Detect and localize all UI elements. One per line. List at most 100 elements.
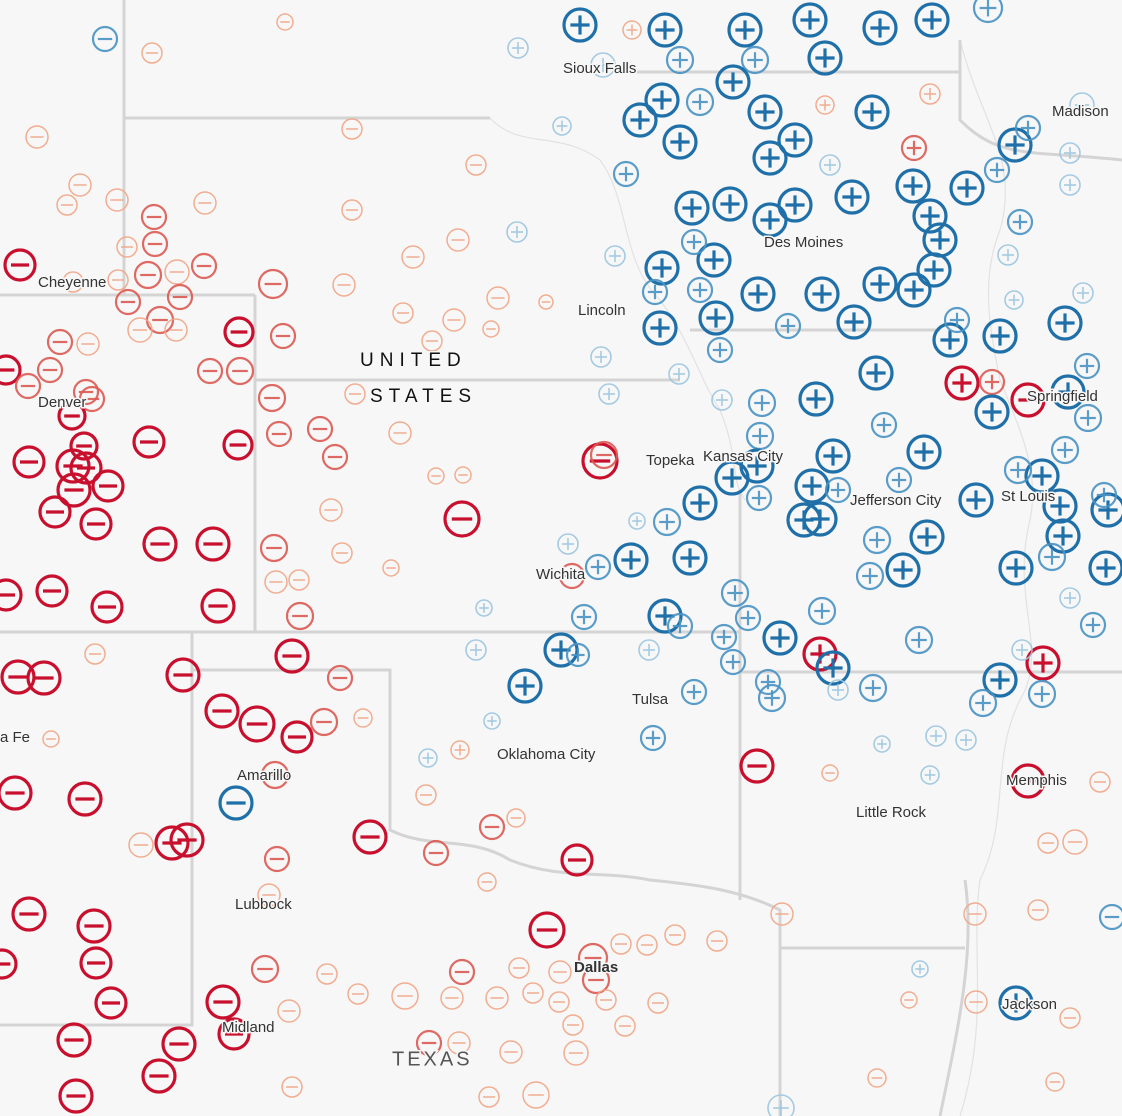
marker-ring (1011, 639, 1033, 661)
marker-ring (56, 1022, 92, 1058)
gain-marker (584, 553, 612, 581)
gain-marker (1059, 587, 1081, 609)
marker-ring (427, 467, 445, 485)
marker-ring (896, 272, 932, 308)
marker-ring (824, 476, 852, 504)
gain-marker (997, 244, 1019, 266)
marker-ring (774, 312, 802, 340)
marker-ring (154, 825, 190, 861)
marker-ring (1059, 174, 1081, 196)
gain-marker (668, 363, 690, 385)
gain-marker (666, 612, 694, 640)
marker-ring (739, 748, 775, 784)
marker-ring (666, 612, 694, 640)
marker-ring (0, 578, 23, 612)
gain-marker (786, 502, 822, 538)
city-label: Lubbock (235, 896, 292, 913)
marker-ring (257, 268, 289, 300)
marker-ring (225, 356, 255, 386)
marker-ring (11, 896, 47, 932)
gain-marker (862, 525, 892, 555)
marker-ring (76, 332, 100, 356)
loss-marker (260, 760, 290, 790)
marker-ring (747, 388, 777, 418)
gain-marker (1037, 542, 1067, 572)
loss-marker (482, 320, 500, 338)
gain-marker (612, 160, 640, 188)
loss-marker (55, 448, 91, 484)
gain-marker (895, 168, 931, 204)
gain-marker (912, 198, 948, 234)
marker-ring (647, 598, 683, 634)
marker-ring (447, 1031, 471, 1055)
loss-marker (963, 902, 987, 926)
gain-marker (506, 221, 528, 243)
gain-marker (674, 190, 710, 226)
loss-marker (127, 317, 153, 343)
loss-marker (347, 983, 369, 1005)
loss-marker (57, 401, 87, 431)
marker-ring (794, 468, 830, 504)
marker-ring (507, 37, 529, 59)
city-label: Midland (222, 1019, 275, 1036)
gain-marker (807, 40, 843, 76)
loss-marker (154, 825, 190, 861)
gain-marker (1025, 645, 1061, 681)
marker-ring (415, 784, 437, 806)
gain-marker (647, 598, 683, 634)
marker-ring (752, 140, 788, 176)
marker-ring (997, 244, 1019, 266)
marker-ring (1072, 282, 1094, 304)
marker-ring (0, 659, 36, 695)
gain-marker (982, 318, 1018, 354)
loss-marker (14, 372, 42, 400)
loss-marker (141, 230, 169, 258)
marker-ring (465, 154, 487, 176)
loss-marker (225, 356, 255, 386)
gain-marker (983, 156, 1011, 184)
marker-ring (570, 603, 598, 631)
gain-marker (1006, 208, 1034, 236)
marker-ring (642, 310, 678, 346)
marker-ring (584, 553, 612, 581)
marker-ring (331, 542, 353, 564)
loss-marker (506, 808, 526, 828)
marker-ring (522, 982, 544, 1004)
marker-ring (858, 355, 894, 391)
marker-ring (720, 578, 750, 608)
marker-ring (920, 765, 940, 785)
marker-ring (622, 20, 642, 40)
gain-marker (1047, 305, 1083, 341)
loss-marker (770, 902, 794, 926)
gain-marker (1059, 142, 1081, 164)
gain-marker (777, 187, 813, 223)
marker-ring (581, 442, 619, 480)
gain-marker (919, 83, 941, 105)
marker-ring (68, 173, 92, 197)
gain-marker (706, 336, 734, 364)
marker-ring (665, 45, 695, 75)
gain-marker (932, 322, 968, 358)
marker-ring (141, 230, 169, 258)
marker-ring (264, 570, 288, 594)
marker-ring (465, 639, 487, 661)
gain-marker (570, 603, 598, 631)
loss-marker (218, 785, 254, 821)
country-label: STATES (370, 386, 477, 407)
marker-ring (341, 118, 363, 140)
marker-ring (696, 242, 732, 278)
gain-marker (911, 960, 929, 978)
marker-ring (998, 550, 1034, 586)
marker-ring (862, 10, 898, 46)
loss-marker (964, 990, 988, 1014)
marker-ring (522, 1081, 550, 1109)
marker-ring (46, 328, 74, 356)
marker-ring (1042, 488, 1078, 524)
marker-ring (1073, 403, 1103, 433)
marker-ring (560, 843, 594, 877)
gain-marker (418, 748, 438, 768)
gain-marker (1027, 679, 1057, 709)
loss-marker (477, 872, 497, 892)
marker-ring (821, 764, 839, 782)
